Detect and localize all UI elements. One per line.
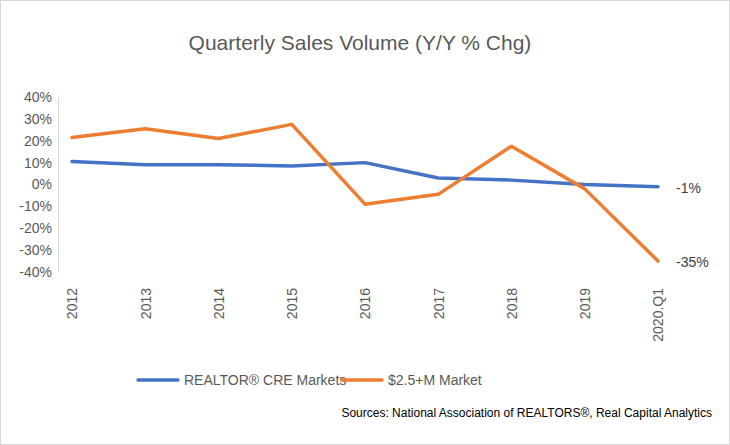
x-tick-label: 2016 <box>357 288 373 319</box>
x-tick: 2019 <box>577 288 593 319</box>
y-tick-label: 0% <box>32 176 52 192</box>
legend-label: $2.5+M Market <box>388 372 482 388</box>
x-tick: 2020.Q1 <box>650 288 666 342</box>
y-tick: -40% <box>19 264 58 280</box>
x-tick: 2018 <box>504 288 520 319</box>
y-tick-label: -30% <box>19 242 52 258</box>
annotation: -1% <box>676 180 701 196</box>
y-tick: 40% <box>24 89 58 105</box>
x-tick-label: 2015 <box>284 288 300 319</box>
annotation: -35% <box>676 254 709 270</box>
title: Quarterly Sales Volume (Y/Y % Chg) <box>189 31 532 54</box>
x-tick-label: 2014 <box>211 288 227 319</box>
x-tick: 2014 <box>211 288 227 319</box>
y-tick: 20% <box>24 133 58 149</box>
x-tick-label: 2019 <box>577 288 593 319</box>
chart-frame <box>1 1 730 445</box>
y-tick: 30% <box>24 111 58 127</box>
x-tick-label: 2013 <box>138 288 154 319</box>
y-tick-label: 20% <box>24 133 52 149</box>
x-tick-label: 2018 <box>504 288 520 319</box>
y-tick: 10% <box>24 155 58 171</box>
y-tick-label: -40% <box>19 264 52 280</box>
x-axis: 2012 2013 2014 2015 2016 2017 2018 2019 2020.Q1 <box>64 288 666 342</box>
y-axis: -40% -30% -20% -10% 0% 10% 20% 30% 40% <box>19 89 58 280</box>
y-tick: 0% <box>32 176 58 192</box>
y-tick-label: -10% <box>19 198 52 214</box>
x-tick: 2012 <box>64 288 80 319</box>
legend-swatch <box>342 378 382 382</box>
x-tick-label: 2017 <box>431 288 447 319</box>
series-line <box>72 162 658 187</box>
y-tick: -30% <box>19 242 58 258</box>
y-tick-label: 40% <box>24 89 52 105</box>
y-tick: -10% <box>19 198 58 214</box>
x-tick-label: 2020.Q1 <box>650 288 666 342</box>
x-tick-label: 2012 <box>64 288 80 319</box>
legend-label: REALTOR® CRE Markets <box>184 372 346 388</box>
legend-swatch <box>138 378 178 382</box>
plot-area <box>72 124 658 261</box>
x-tick: 2013 <box>138 288 154 319</box>
x-tick: 2016 <box>357 288 373 319</box>
y-tick-label: -20% <box>19 220 52 236</box>
y-tick-label: 30% <box>24 111 52 127</box>
y-tick-label: 10% <box>24 155 52 171</box>
y-tick: -20% <box>19 220 58 236</box>
source-note: Sources: National Association of REALTOR… <box>341 406 712 420</box>
x-tick: 2015 <box>284 288 300 319</box>
y-axis-line <box>58 98 59 273</box>
x-tick: 2017 <box>431 288 447 319</box>
series-line <box>72 124 658 261</box>
legend: REALTOR® CRE Markets $2.5+M Market <box>138 372 482 388</box>
